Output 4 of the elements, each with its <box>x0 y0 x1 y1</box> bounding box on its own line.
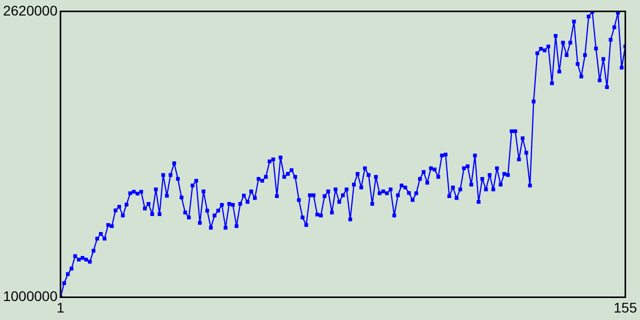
x-tick-label: 1 <box>56 299 65 316</box>
x-tick-label: 155 <box>614 299 638 316</box>
y-tick-label: 1000000 <box>2 288 58 304</box>
y-tick-label: 2620000 <box>2 2 58 18</box>
